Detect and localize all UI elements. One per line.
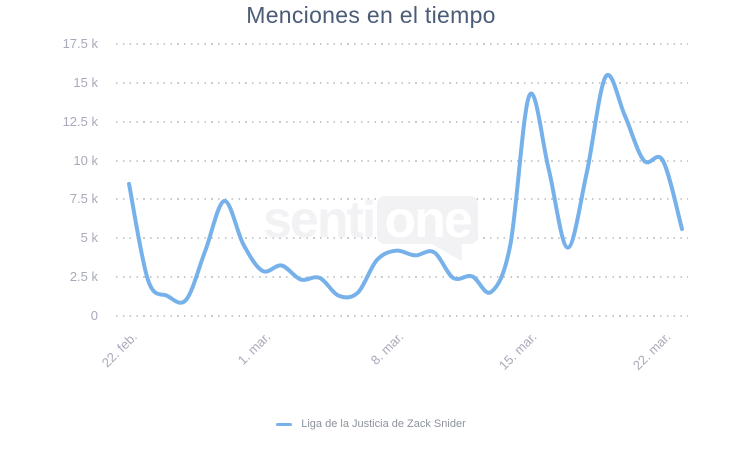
- gridline: [116, 315, 688, 317]
- y-axis-label: 15 k: [73, 74, 98, 90]
- y-axis-label: 12.5 k: [62, 113, 98, 129]
- chart-title: Menciones en el tiempo: [246, 2, 496, 28]
- x-axis-label: 22. mar.: [629, 329, 674, 373]
- y-axis-label: 0: [90, 308, 98, 323]
- x-axis-label: 1. mar.: [234, 329, 274, 368]
- watermark-box-text: one: [384, 191, 472, 249]
- y-axis-label: 5 k: [80, 230, 98, 246]
- x-axis-label: 8. mar.: [367, 329, 407, 368]
- series-line[interactable]: [127, 72, 684, 305]
- watermark-text: senti: [263, 191, 376, 249]
- y-axis-label: 7.5 k: [69, 191, 98, 207]
- series-svg: [127, 72, 684, 305]
- legend-marker-line: [276, 422, 293, 426]
- gridline: [116, 43, 688, 45]
- y-axis-label: 17.5 k: [62, 36, 98, 51]
- y-axis-label: 10 k: [73, 152, 98, 168]
- x-axis-label: 15. mar.: [496, 329, 541, 373]
- gridline: [116, 276, 688, 279]
- gridline: [116, 159, 688, 162]
- legend-series-label: Liga de la Justicia de Zack Snider: [301, 418, 466, 430]
- x-axis-label: 22. feb.: [98, 329, 140, 371]
- gridline: [116, 81, 688, 84]
- legend-item[interactable]: Liga de la Justicia de Zack Snider: [0, 415, 742, 433]
- y-axis-label: 2.5 k: [69, 269, 98, 285]
- gridline: [116, 120, 688, 123]
